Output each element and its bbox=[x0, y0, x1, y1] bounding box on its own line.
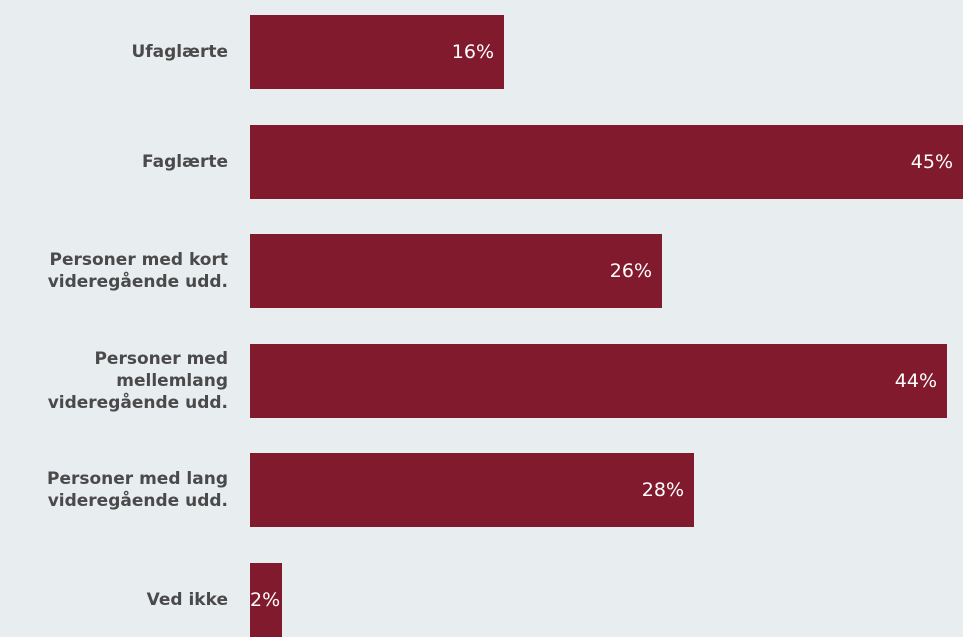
bar-value-label: 28% bbox=[641, 479, 684, 501]
category-label: Personer med lang videregående udd. bbox=[46, 469, 228, 511]
bar bbox=[250, 563, 282, 637]
category-label: Personer med mellemlang videregående udd… bbox=[47, 349, 228, 413]
bar-value-label: 26% bbox=[609, 260, 652, 282]
bar-value-label: 16% bbox=[451, 41, 494, 63]
category-label: Faglærte bbox=[142, 152, 228, 172]
category-label: Ufaglærte bbox=[131, 42, 228, 62]
bar bbox=[250, 234, 662, 308]
category-label: Personer med kort videregående udd. bbox=[47, 250, 228, 292]
bar-value-label: 2% bbox=[250, 589, 281, 611]
bar bbox=[250, 453, 694, 527]
bar bbox=[250, 125, 963, 199]
bar bbox=[250, 15, 504, 89]
bar-value-label: 44% bbox=[894, 370, 937, 392]
bar bbox=[250, 344, 947, 418]
bar-value-label: 45% bbox=[910, 151, 953, 173]
category-label: Ved ikke bbox=[146, 590, 228, 610]
